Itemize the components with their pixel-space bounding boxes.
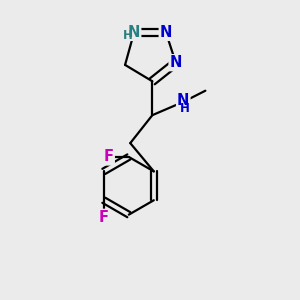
Text: N: N bbox=[128, 25, 140, 40]
Text: H: H bbox=[180, 102, 190, 115]
Text: H: H bbox=[123, 29, 133, 42]
Text: N: N bbox=[160, 25, 172, 40]
Text: F: F bbox=[99, 210, 109, 225]
Text: F: F bbox=[104, 149, 114, 164]
Text: N: N bbox=[177, 93, 190, 108]
Text: N: N bbox=[169, 55, 182, 70]
